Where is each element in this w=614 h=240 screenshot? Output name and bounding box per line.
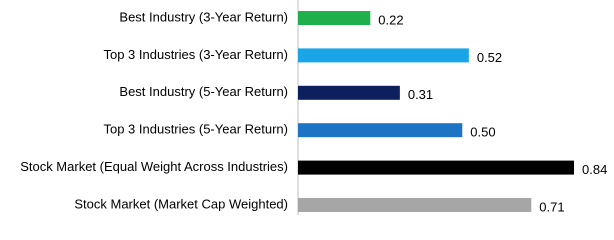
- category-label: Stock Market (Equal Weight Across Indust…: [20, 159, 288, 174]
- bar: [298, 85, 400, 100]
- category-label: Top 3 Industries (5-Year Return): [103, 122, 288, 137]
- bar: [298, 48, 469, 63]
- value-label: 0.50: [470, 125, 495, 140]
- value-label: 0.22: [378, 12, 403, 27]
- category-label: Best Industry (5-Year Return): [119, 84, 288, 99]
- bar: [298, 160, 574, 175]
- value-label: 0.71: [539, 199, 564, 214]
- value-label: 0.84: [582, 162, 607, 177]
- bar: [298, 123, 463, 138]
- bar: [298, 198, 532, 212]
- value-label: 0.52: [477, 50, 502, 65]
- category-label: Best Industry (3-Year Return): [119, 9, 288, 24]
- bar: [298, 11, 371, 25]
- category-label: Stock Market (Market Cap Weighted): [74, 196, 288, 211]
- value-label: 0.31: [408, 87, 433, 102]
- category-label: Top 3 Industries (3-Year Return): [103, 47, 288, 62]
- chart: Best Industry (3-Year Return) 0.22 Top 3 I…: [20, 0, 607, 215]
